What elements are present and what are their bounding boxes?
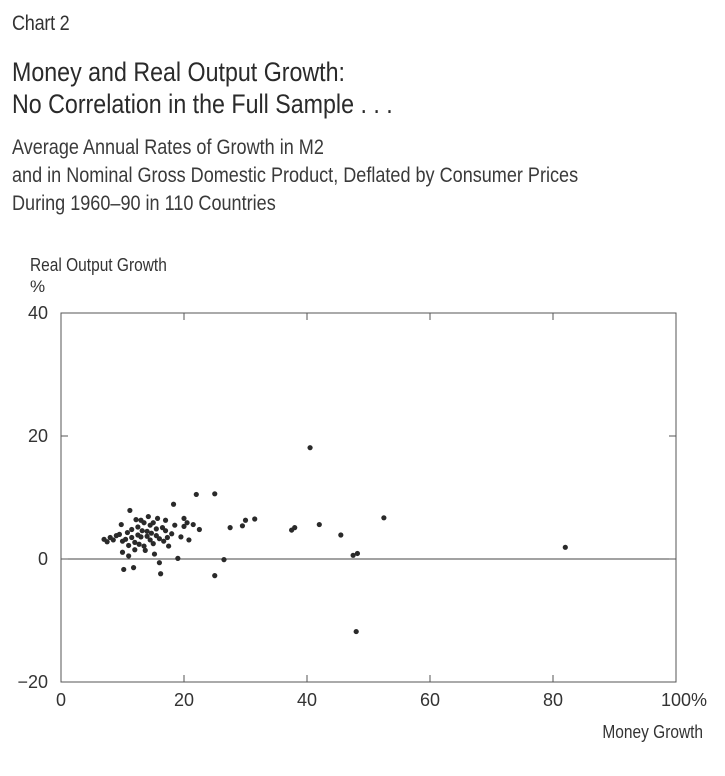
x-tick-label: 0	[56, 690, 66, 710]
data-point	[221, 557, 227, 563]
data-point	[135, 524, 141, 530]
x-tick-label: 60	[420, 690, 440, 710]
data-point	[196, 526, 202, 533]
y-axis-ticks: 40 20 0 −20	[17, 303, 676, 692]
data-point	[127, 507, 133, 514]
data-point	[142, 547, 148, 553]
x-axis-label: Money Growth	[602, 722, 703, 742]
chart-title: Money and Real Output Growth: No Correla…	[12, 56, 393, 120]
data-point	[116, 531, 123, 538]
data-point	[212, 491, 218, 497]
data-point	[354, 550, 361, 557]
x-tick-label: 20	[174, 690, 194, 710]
y-axis-unit: %	[30, 277, 46, 296]
data-point	[338, 532, 344, 538]
data-point	[164, 534, 170, 541]
data-point	[172, 522, 178, 528]
data-point	[181, 523, 187, 530]
y-tick-label: 20	[28, 426, 48, 446]
data-points	[101, 445, 568, 635]
data-point	[153, 526, 159, 532]
data-point	[169, 531, 175, 537]
data-point	[141, 520, 147, 526]
data-point	[129, 526, 135, 533]
data-point	[136, 541, 142, 547]
data-point	[147, 537, 153, 543]
data-point	[144, 533, 150, 539]
data-point	[252, 516, 258, 522]
chart-subtitle-line-2: and in Nominal Gross Domestic Product, D…	[12, 164, 579, 187]
data-point	[316, 521, 322, 528]
data-point	[104, 539, 110, 545]
data-point	[162, 517, 169, 523]
x-tick-label: 80	[543, 690, 563, 710]
data-point	[353, 628, 359, 635]
data-point	[150, 520, 156, 526]
data-point	[129, 534, 135, 541]
chart-subtitle-line-1: Average Annual Rates of Growth in M2	[12, 136, 324, 159]
data-point	[186, 537, 192, 543]
data-point	[166, 543, 172, 549]
data-point	[562, 544, 568, 550]
data-point	[170, 501, 177, 507]
chart-number-label: Chart 2	[12, 12, 70, 35]
plot-frame	[60, 312, 677, 683]
data-point	[121, 566, 127, 573]
data-point	[156, 560, 162, 566]
x-tick-label: 40	[297, 690, 317, 710]
data-point	[154, 515, 161, 522]
x-tick-label: 100%	[661, 690, 707, 710]
y-tick-label: −20	[17, 672, 48, 692]
data-point	[119, 549, 126, 555]
data-point	[381, 515, 387, 521]
data-point	[150, 541, 156, 547]
data-point	[126, 553, 132, 559]
data-point	[178, 534, 184, 540]
data-point	[144, 528, 150, 534]
data-point	[138, 534, 144, 540]
data-point	[132, 547, 138, 553]
data-point	[193, 491, 199, 498]
data-point	[227, 525, 233, 531]
data-point	[151, 551, 158, 557]
data-point	[141, 543, 147, 549]
data-point	[190, 521, 196, 528]
data-point	[307, 445, 313, 451]
data-point	[139, 528, 145, 534]
data-point	[110, 537, 116, 543]
data-point	[161, 538, 167, 544]
data-point	[184, 520, 190, 526]
chart-subtitle-line-3: During 1960–90 in 110 Countries	[12, 192, 276, 215]
y-tick-label: 0	[38, 549, 48, 569]
data-point	[132, 539, 138, 545]
data-point	[122, 536, 129, 542]
data-point	[126, 542, 132, 549]
data-point	[239, 523, 246, 529]
data-point	[181, 515, 187, 522]
data-point	[118, 521, 124, 528]
data-point	[175, 555, 181, 561]
data-point	[148, 530, 155, 536]
chart-title-line-2: No Correlation in the Full Sample . . .	[12, 89, 393, 119]
x-axis-ticks: 0 20 40 60 80 100%	[56, 313, 707, 710]
chart-subtitle: Average Annual Rates of Growth in M2 and…	[12, 134, 578, 218]
data-point	[156, 536, 162, 542]
data-point	[350, 552, 356, 558]
data-point	[133, 517, 139, 523]
data-point	[162, 528, 169, 534]
data-point	[130, 565, 137, 571]
data-point	[124, 529, 131, 536]
data-point	[158, 571, 164, 577]
data-point	[242, 517, 249, 523]
chart-title-line-1: Money and Real Output Growth:	[12, 57, 345, 87]
y-tick-label: 40	[28, 303, 48, 323]
data-point	[145, 513, 151, 520]
y-axis-label: Real Output Growth	[30, 255, 167, 275]
data-point	[212, 573, 218, 579]
data-point	[292, 525, 298, 531]
